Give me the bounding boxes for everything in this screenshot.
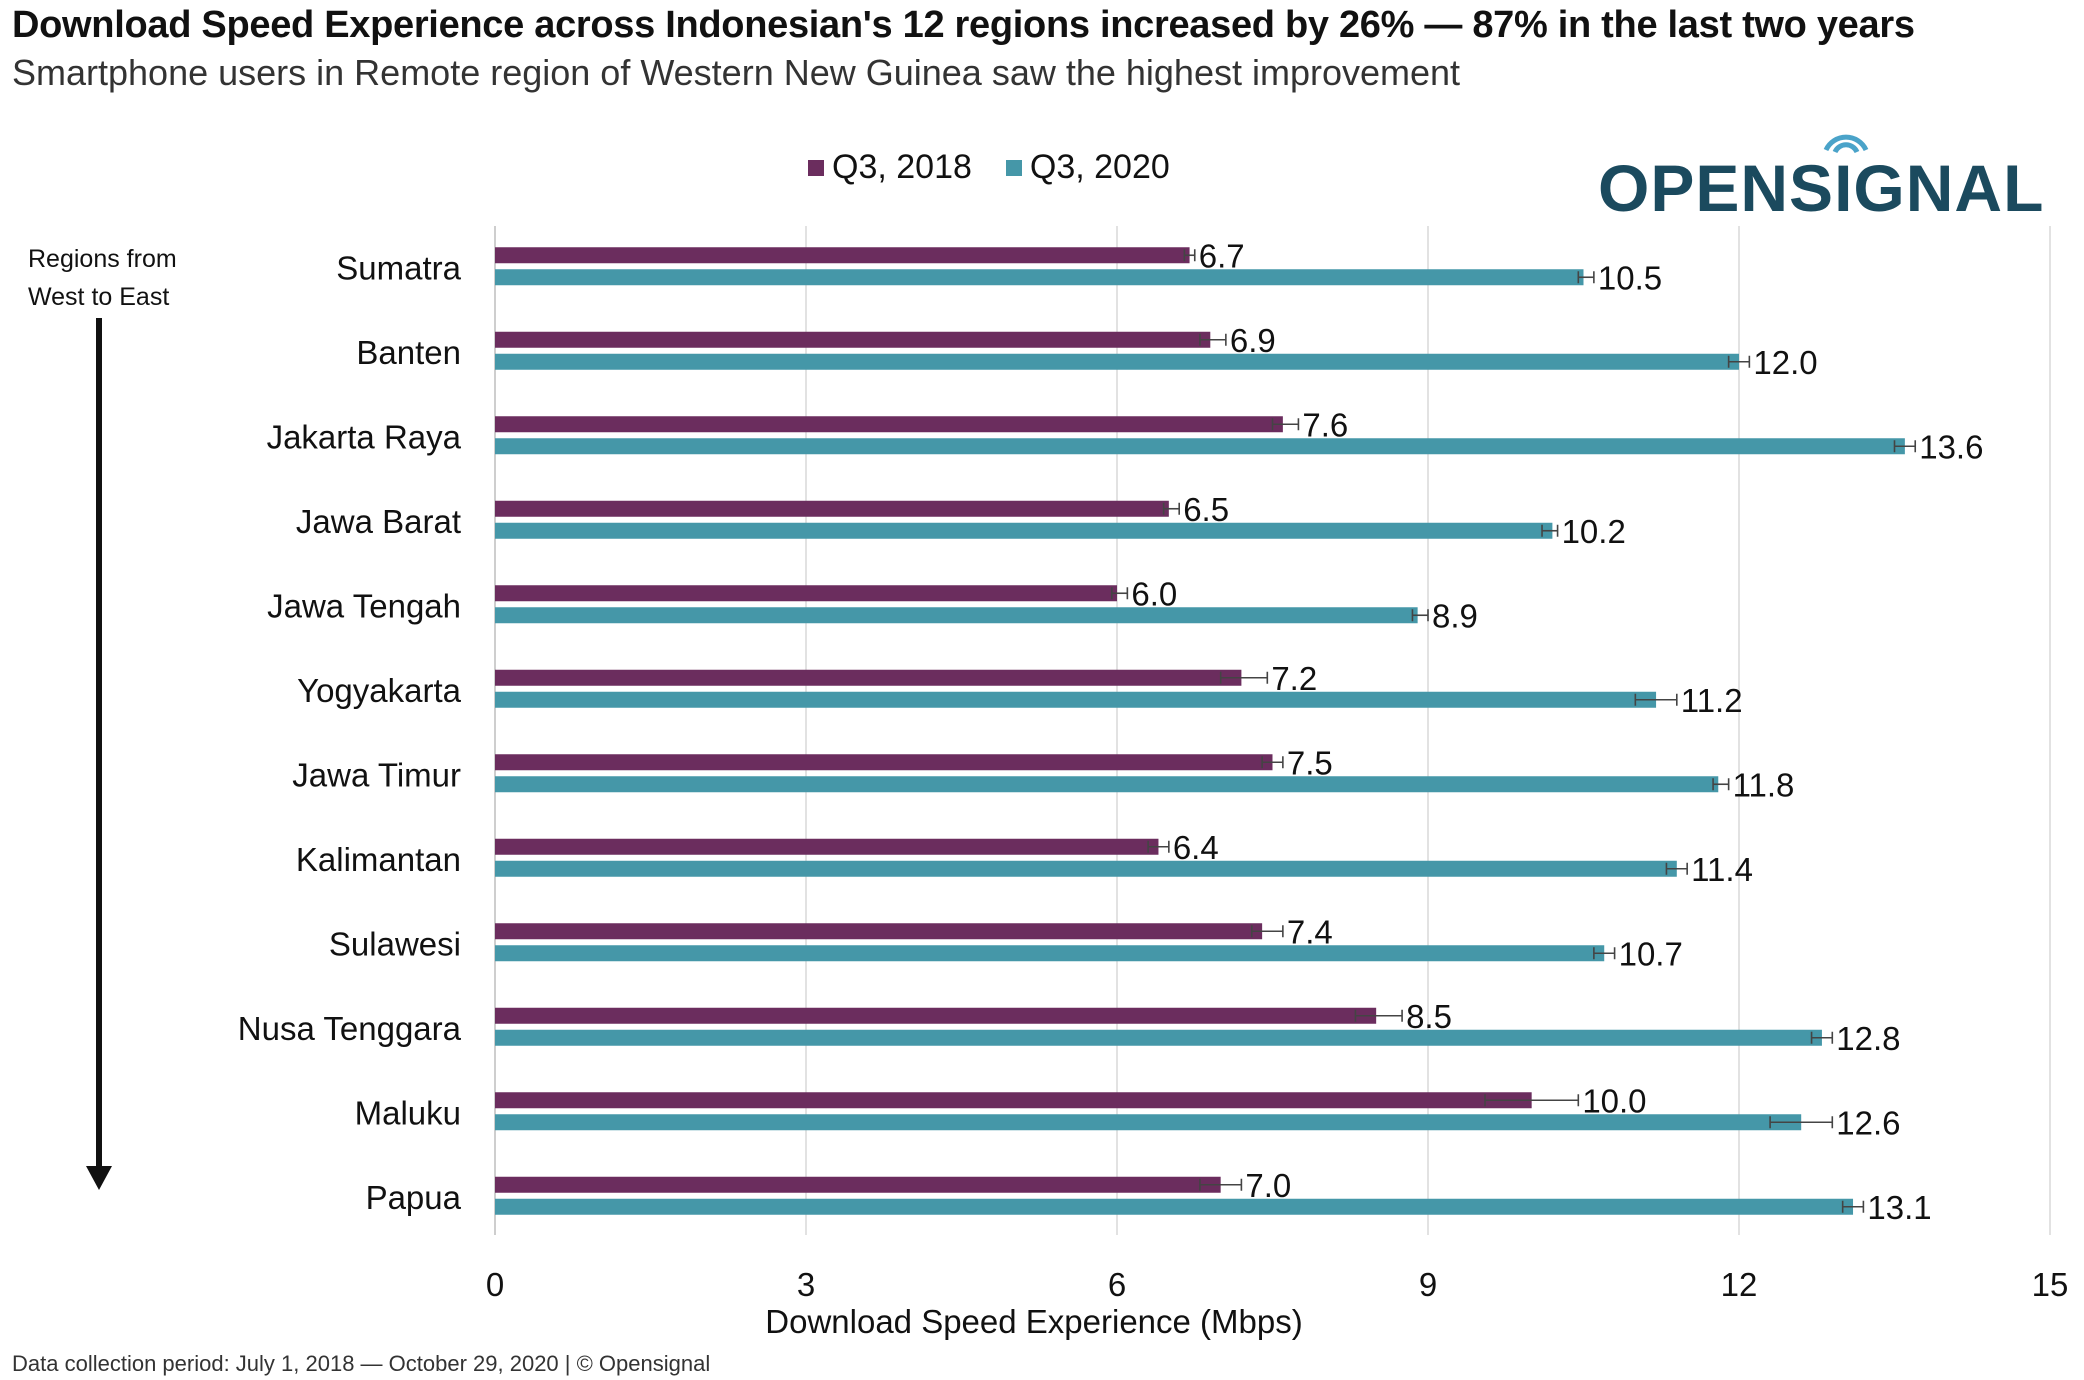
chart-title: Download Speed Experience across Indones… (12, 4, 1915, 46)
legend-item-q3-2020: Q3, 2020 (1005, 148, 1170, 187)
data-label: 10.2 (1562, 513, 1626, 550)
legend-label-q3-2018: Q3, 2018 (832, 148, 972, 186)
y-category-label: Yogyakarta (297, 672, 462, 709)
y-category-label: Jawa Barat (296, 503, 461, 540)
logo-letter-i: I (1823, 134, 1869, 226)
legend-swatch-q3-2018 (808, 159, 824, 176)
signal-waves-icon (1823, 134, 1869, 154)
bar-q3-2018 (495, 1092, 1532, 1109)
bar-q3-2018 (495, 500, 1169, 517)
bar-q3-2020 (495, 522, 1553, 539)
bar-q3-2018 (495, 416, 1283, 433)
bar-q3-2018 (495, 1007, 1377, 1024)
data-label: 10.5 (1598, 259, 1662, 296)
legend: Q3, 2018 Q3, 2020 (808, 148, 1204, 187)
bar-q3-2020 (495, 776, 1719, 793)
bar-q3-2020 (495, 1114, 1802, 1131)
data-label: 10.0 (1582, 1082, 1646, 1119)
x-tick-label: 6 (1108, 1266, 1126, 1303)
legend-swatch-q3-2020 (1005, 159, 1022, 176)
bar-q3-2018 (495, 247, 1190, 264)
bar-q3-2018 (495, 585, 1117, 602)
logo-text-open: OPENS (1598, 151, 1835, 225)
y-category-label: Jawa Timur (292, 756, 461, 793)
arrow-label: Regions from West to East (28, 245, 177, 311)
labels: 0 3 6 9 12 15 Sumatra 6.7 10.5 Banten 6.9 12.0 Jakar… (238, 237, 2069, 1303)
data-label: 12.6 (1836, 1104, 1900, 1141)
bar-q3-2018 (495, 331, 1211, 348)
data-label: 6.7 (1199, 237, 1245, 274)
bar-q3-2018 (495, 754, 1273, 771)
data-label: 6.5 (1183, 491, 1229, 528)
y-category-label: Papua (366, 1179, 462, 1216)
legend-item-q3-2018: Q3, 2018 (808, 148, 972, 187)
bar-q3-2020 (495, 945, 1605, 962)
data-label: 11.8 (1733, 766, 1795, 803)
bar-q3-2020 (495, 607, 1418, 624)
bar-q3-2020 (495, 1198, 1854, 1215)
data-label: 11.2 (1681, 682, 1743, 719)
x-tick-label: 9 (1419, 1266, 1437, 1303)
x-axis-title: Download Speed Experience (Mbps) (765, 1303, 1302, 1340)
data-label: 7.6 (1302, 406, 1348, 443)
bar-q3-2018 (495, 669, 1242, 686)
data-label: 11.4 (1691, 851, 1753, 888)
bar-q3-2020 (495, 860, 1677, 877)
data-label: 13.6 (1919, 428, 1983, 465)
y-category-label: Kalimantan (296, 841, 461, 878)
bar-q3-2020 (495, 691, 1657, 708)
west-to-east-arrow (86, 318, 112, 1190)
bar-q3-2018 (495, 838, 1159, 855)
x-tick-label: 3 (797, 1266, 815, 1303)
y-category-label: Banten (356, 334, 461, 371)
y-category-label: Sulawesi (329, 925, 461, 962)
logo-text-gnal: GNAL (1853, 151, 2045, 225)
data-label: 12.8 (1836, 1020, 1900, 1057)
data-label: 6.4 (1173, 829, 1219, 866)
data-label: 12.0 (1753, 344, 1817, 381)
x-tick-label: 15 (2032, 1266, 2069, 1303)
data-label: 8.9 (1432, 597, 1478, 634)
footer-note: Data collection period: July 1, 2018 — O… (12, 1351, 711, 1376)
data-label: 13.1 (1867, 1189, 1931, 1226)
data-label: 7.2 (1271, 660, 1317, 697)
bar-q3-2020 (495, 269, 1584, 286)
x-tick-label: 0 (486, 1266, 504, 1303)
data-label: 7.0 (1245, 1167, 1291, 1204)
gridlines (494, 226, 2051, 1235)
data-label: 7.4 (1287, 913, 1333, 950)
bar-q3-2020 (495, 438, 1905, 455)
opensignal-logo: OPENSI GNAL (1598, 134, 2045, 226)
bars (495, 247, 1917, 1215)
y-category-label: Maluku (355, 1094, 461, 1131)
y-category-label: Nusa Tenggara (238, 1010, 462, 1047)
x-tick-label: 12 (1721, 1266, 1758, 1303)
bar-q3-2018 (495, 1176, 1221, 1193)
data-label: 8.5 (1406, 998, 1452, 1035)
data-label: 7.5 (1287, 744, 1333, 781)
data-label: 6.9 (1230, 322, 1276, 359)
y-category-label: Jawa Tengah (267, 587, 461, 624)
bar-q3-2020 (495, 353, 1739, 370)
y-category-label: Sumatra (336, 249, 461, 286)
data-label: 6.0 (1131, 575, 1177, 612)
y-category-label: Jakarta Raya (267, 418, 462, 455)
data-label: 10.7 (1619, 935, 1683, 972)
legend-label-q3-2020: Q3, 2020 (1029, 148, 1170, 186)
chart-subtitle: Smartphone users in Remote region of Wes… (12, 52, 1461, 93)
arrow-head (86, 1166, 112, 1190)
bar-q3-2020 (495, 1029, 1822, 1046)
bar-q3-2018 (495, 923, 1263, 940)
